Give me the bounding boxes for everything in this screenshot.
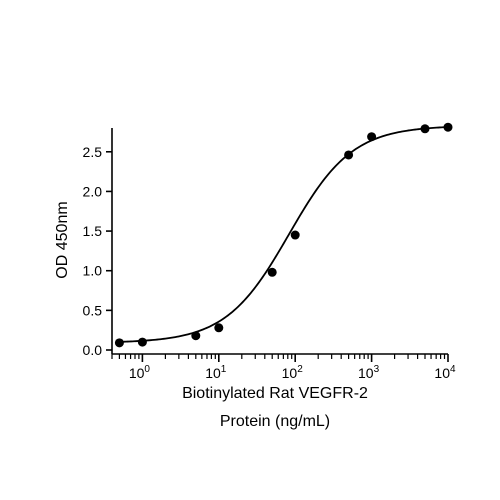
data-point: [267, 267, 277, 277]
y-tick-label: 1.5: [83, 223, 103, 239]
x-tick-label: 102: [282, 364, 304, 381]
y-tick-label: 0.0: [83, 342, 103, 358]
axes: 0.0 0.5 1.0 1.5 2.0 2.5 100 101 102 103 104: [83, 128, 456, 381]
axis-labels-layer: Biotinylated Rat VEGFR-2 Protein (ng/mL)…: [54, 201, 368, 430]
data-point: [214, 323, 224, 333]
x-axis-title-line-1: Biotinylated Rat VEGFR-2: [182, 385, 368, 402]
data-point: [367, 132, 377, 142]
data-point: [290, 230, 300, 240]
y-tick-label: 2.0: [83, 183, 103, 199]
x-tick-label: 103: [358, 364, 380, 381]
data-point: [344, 150, 354, 160]
fit-curve-layer: [119, 126, 449, 343]
x-tick-label: 101: [205, 364, 227, 381]
data-point: [191, 331, 201, 341]
data-points-layer: [114, 122, 453, 348]
x-tick-label: 100: [129, 364, 151, 381]
x-tick-label: 104: [434, 364, 456, 381]
y-tick-label: 0.5: [83, 302, 103, 318]
data-point: [420, 124, 430, 134]
fit-curve: [119, 126, 449, 343]
y-tick-label: 2.5: [83, 144, 103, 160]
y-axis-title: OD 450nm: [54, 201, 71, 278]
x-axis-title-line-2: Protein (ng/mL): [220, 413, 330, 430]
data-point: [443, 122, 453, 132]
data-point: [137, 337, 147, 347]
data-point: [114, 338, 124, 348]
y-tick-label: 1.0: [83, 263, 103, 279]
